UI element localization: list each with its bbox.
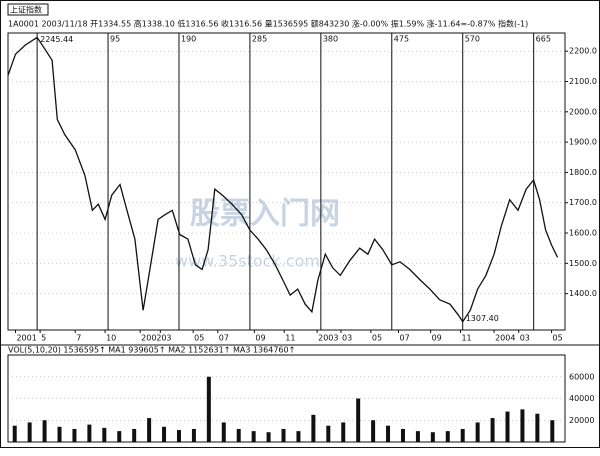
volume-bar — [117, 431, 122, 442]
date-label: 07 — [399, 334, 409, 343]
y-tick-label: 1900.0 — [569, 138, 597, 147]
date-label: 7 — [76, 334, 81, 343]
volume-bar — [475, 422, 480, 442]
y-tick-label: 40000 — [569, 394, 594, 403]
y-tick-label: 2000.0 — [569, 107, 597, 116]
volume-bar — [266, 432, 271, 442]
volume-bar — [400, 428, 405, 442]
index-name: 上证指数 — [10, 5, 42, 15]
volume-bar — [341, 422, 346, 442]
cycle-label: 665 — [536, 35, 551, 44]
date-label: 05 — [553, 334, 563, 343]
volume-bar — [42, 420, 47, 442]
volume-bar — [87, 424, 92, 442]
volume-bar — [460, 428, 465, 442]
volume-bar — [311, 414, 316, 442]
volume-bar — [12, 425, 17, 442]
volume-bar — [445, 431, 450, 442]
date-label: 11 — [285, 334, 295, 343]
date-label: 05 — [372, 334, 382, 343]
volume-bar — [251, 431, 256, 442]
index-name-box — [7, 3, 49, 16]
volume-bar — [356, 398, 361, 442]
price-panel — [7, 32, 566, 331]
volume-bar — [176, 430, 181, 442]
volume-bar — [281, 428, 286, 442]
volume-bar — [386, 425, 391, 442]
cycle-label: 95 — [110, 35, 120, 44]
volume-bar — [72, 428, 77, 442]
price-line — [7, 36, 559, 323]
date-label: 07 — [219, 334, 229, 343]
volume-bar — [371, 420, 376, 442]
y-tick-label: 20000 — [569, 416, 594, 425]
volume-bar — [27, 422, 32, 442]
volume-bar — [206, 376, 211, 442]
y-tick-label: 1600.0 — [569, 229, 597, 238]
volume-bar — [505, 411, 510, 442]
volume-bar — [296, 431, 301, 442]
volume-bar — [415, 431, 420, 442]
volume-bar — [132, 428, 137, 442]
cycle-label: 285 — [252, 35, 267, 44]
y-tick-label: 1700.0 — [569, 198, 597, 207]
volume-bar — [221, 422, 226, 442]
y-tick-label: 1800.0 — [569, 168, 597, 177]
cycle-label: 190 — [181, 35, 196, 44]
volume-bar — [236, 428, 241, 442]
cycle-label: 380 — [323, 35, 338, 44]
volume-bar — [57, 426, 62, 442]
date-label: 05 — [194, 334, 204, 343]
volume-bar — [191, 428, 196, 442]
date-label: 5 — [41, 334, 46, 343]
volume-bar — [490, 418, 495, 442]
y-tick-label: 2200.0 — [569, 47, 597, 56]
date-label: 10 — [106, 334, 116, 343]
volume-bar — [102, 427, 107, 442]
y-tick-label: 60000 — [569, 372, 594, 381]
y-tick-label: 1400.0 — [569, 289, 597, 298]
watermark-url: www.35stock.com — [175, 252, 320, 271]
annotation: 2245.44 — [40, 35, 73, 44]
date-label: 2003 — [318, 334, 338, 343]
date-label: 03 — [342, 334, 352, 343]
date-label: 2004 — [495, 334, 515, 343]
date-label: 03 — [161, 334, 171, 343]
volume-title: VOL(5,10,20) 1536595↑ MA1 939605↑ MA2 11… — [8, 346, 295, 355]
volume-bar — [430, 432, 435, 442]
date-label: 11 — [461, 334, 471, 343]
cycle-label: 475 — [394, 35, 409, 44]
volume-bar — [550, 420, 555, 442]
date-label: 2001 — [16, 334, 36, 343]
volume-bar — [520, 409, 525, 442]
quote-info: 1A0001 2003/11/18 开1334.55 高1338.10 低131… — [8, 19, 528, 29]
annotation: 1307.40 — [466, 314, 499, 323]
watermark: 股票入门网 — [190, 197, 340, 232]
volume-panel — [7, 354, 566, 443]
date-label: 2002 — [141, 334, 161, 343]
date-label: 09 — [432, 334, 442, 343]
date-label: 03 — [520, 334, 530, 343]
volume-bar — [162, 426, 167, 442]
cycle-label: 570 — [465, 35, 480, 44]
date-label: 09 — [255, 334, 265, 343]
y-tick-label: 2100.0 — [569, 77, 597, 86]
y-tick-label: 1500.0 — [569, 259, 597, 268]
volume-bar — [535, 413, 540, 442]
volume-bar — [326, 425, 331, 442]
volume-bar — [147, 418, 152, 442]
